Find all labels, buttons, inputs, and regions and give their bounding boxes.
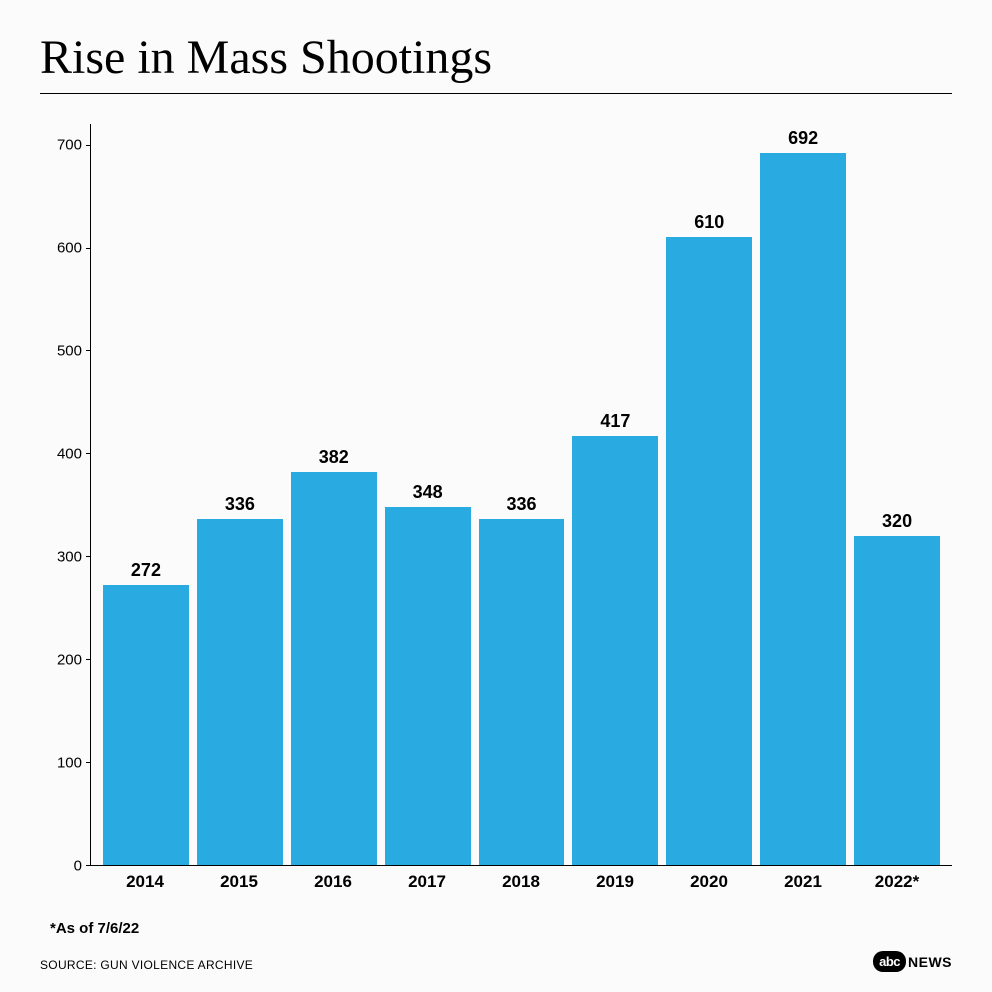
bar-wrap: 336 [479,124,565,865]
bar-value-label: 348 [413,482,443,503]
title-rule [40,93,952,94]
x-axis-label: 2019 [572,872,658,892]
bar [103,585,189,865]
y-tick-mark [86,248,91,249]
bar-value-label: 382 [319,447,349,468]
y-tick-label: 100 [57,754,82,771]
chart-area: 0100200300400500600700 27233638234833641… [40,124,952,866]
bar-wrap: 336 [197,124,283,865]
bar [479,519,565,865]
y-tick-label: 300 [57,548,82,565]
y-tick-label: 400 [57,445,82,462]
bar [666,237,752,865]
x-axis-label: 2014 [102,872,188,892]
y-tick-mark [86,453,91,454]
bar-wrap: 272 [103,124,189,865]
bar-wrap: 320 [854,124,940,865]
y-tick-label: 200 [57,651,82,668]
bar [572,436,658,865]
bar-wrap: 348 [385,124,471,865]
chart-container: Rise in Mass Shootings 0 100 200 300 400 500 6… [0,0,992,992]
y-tick-mark [86,659,91,660]
bar [854,536,940,865]
logo-news-text: NEWS [908,954,952,970]
bar [760,153,846,865]
logo-abc-icon: abc [873,951,906,972]
bar-value-label: 336 [506,494,536,515]
bar [385,507,471,865]
x-axis-label: 2022* [854,872,940,892]
y-axis: 0100200300400500600700 [40,124,90,866]
y-tick-mark [86,350,91,351]
x-axis-label: 2015 [196,872,282,892]
x-axis-label: 2017 [384,872,470,892]
bar-wrap: 692 [760,124,846,865]
bar-value-label: 417 [600,411,630,432]
x-axis-label: 2016 [290,872,376,892]
abc-news-logo: abc NEWS [873,951,952,972]
x-axis-label: 2021 [760,872,846,892]
bar-wrap: 382 [291,124,377,865]
bar-value-label: 320 [882,511,912,532]
source-text: SOURCE: GUN VIOLENCE ARCHIVE [40,958,253,972]
plot-area: 272 336 382 348 336 417 610 692 320 [90,124,952,866]
x-axis-label: 2020 [666,872,752,892]
chart-title: Rise in Mass Shootings [40,30,952,85]
bar-wrap: 417 [572,124,658,865]
footnote: *As of 7/6/22 [50,920,952,937]
y-tick-mark [86,556,91,557]
y-tick-mark [86,865,91,866]
y-tick-mark [86,762,91,763]
y-tick-label: 0 [74,858,82,875]
y-tick-mark [86,145,91,146]
bar [291,472,377,865]
footer: SOURCE: GUN VIOLENCE ARCHIVE abc NEWS [40,951,952,972]
bar-value-label: 610 [694,212,724,233]
bar-wrap: 610 [666,124,752,865]
bars-group: 272 336 382 348 336 417 610 692 320 [91,124,952,865]
bar-value-label: 336 [225,494,255,515]
y-tick-label: 500 [57,342,82,359]
x-axis-labels: 2014 2015 2016 2017 2018 2019 2020 2021 2022* [90,872,952,892]
y-tick-label: 700 [57,136,82,153]
x-axis-label: 2018 [478,872,564,892]
bar-value-label: 692 [788,128,818,149]
y-tick-label: 600 [57,239,82,256]
bar [197,519,283,865]
bar-value-label: 272 [131,560,161,581]
